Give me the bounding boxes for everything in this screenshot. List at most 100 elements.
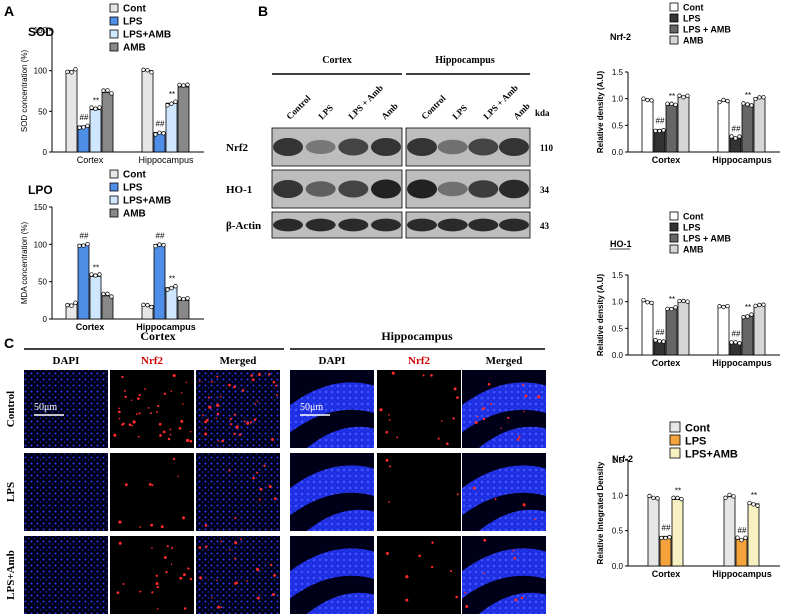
micro-nrf2-signal	[204, 428, 207, 430]
micro-nrf2-signal	[483, 538, 487, 542]
nrf2wb-bar	[741, 103, 754, 153]
nrf2if-y-tick-label: 0.5	[612, 527, 624, 536]
micro-image	[110, 370, 194, 448]
nrf2wb-data-point	[741, 101, 746, 106]
micro-nrf2-signal	[494, 498, 497, 501]
nrf2if-data-point	[723, 495, 728, 500]
micro-dapi-band	[478, 509, 546, 531]
wb-lane-label: Control	[284, 93, 313, 122]
sod-data-point	[89, 105, 94, 110]
micro-nrf2-signal	[138, 412, 141, 415]
micro-nrf2-signal	[385, 458, 389, 462]
wb-band	[371, 179, 401, 199]
ho1wb-data-point	[681, 298, 686, 304]
sod-data-point	[169, 101, 174, 106]
micro-column-label: Nrf2	[408, 355, 430, 367]
micro-image	[196, 370, 280, 448]
nrf2if-legend-label: LPS	[685, 436, 706, 448]
nrf2if-title: Nrf-2	[612, 454, 633, 464]
micro-nrf2-signal	[156, 608, 159, 610]
micro-nrf2-signal	[516, 438, 520, 441]
lpo-data-point	[149, 304, 154, 310]
micro-image	[377, 370, 461, 448]
lpo-significance: **	[93, 263, 99, 272]
lpo-y-tick-label: 0	[43, 315, 48, 324]
nrf2if-y-label: Relative Integrated Density	[596, 461, 605, 564]
nrf2if-bar	[747, 503, 760, 567]
ho1wb-legend-label: LPS	[683, 223, 701, 233]
sod-data-point	[161, 131, 166, 136]
wb-band	[338, 218, 369, 232]
micro-nrf2-signal	[256, 471, 259, 474]
lpo-data-point	[85, 241, 90, 247]
micro-nrf2-signal	[205, 418, 209, 422]
ho1wb-significance: ##	[732, 330, 741, 339]
lpo-legend-label: LPS	[123, 183, 143, 194]
ho1wb-bar	[753, 304, 766, 356]
micro-nrf2-signal	[181, 392, 183, 394]
micro-nrf2-signal	[156, 585, 159, 589]
micro-nrf2-signal	[189, 430, 192, 433]
micro-image	[24, 536, 108, 614]
micro-nrf2-signal	[522, 503, 526, 507]
ho1wb-bar	[665, 307, 678, 356]
lpo-data-point	[65, 303, 70, 308]
wb-lane-label: LPS	[316, 103, 335, 122]
ho1wb-data-point	[645, 300, 650, 305]
lpo-data-point	[81, 243, 86, 248]
sod-data-point	[73, 67, 78, 72]
lpo-chart: LPO 0 50 100 150 MDA concentration (%) Cortex H…	[20, 170, 204, 332]
micro-nrf2-signal	[233, 413, 236, 416]
nrf2if-y-tick-label: 1.0	[612, 491, 624, 500]
sod-significance: **	[169, 90, 175, 99]
micro-nrf2-signal	[211, 597, 213, 599]
micro-nrf2-signal	[388, 419, 391, 421]
micro-nrf2-signal	[246, 580, 248, 582]
micro-image	[290, 370, 374, 448]
micro-nrf2-signal	[388, 501, 390, 503]
nrf2if-legend-label: Cont	[685, 423, 710, 435]
micro-nrf2-signal	[178, 426, 182, 430]
micro-nrf2-signal	[464, 591, 467, 594]
micro-nrf2-signal	[465, 605, 469, 608]
nrf2wb-data-point	[721, 97, 726, 103]
micro-nrf2-signal	[234, 557, 237, 560]
ho1wb-data-point	[733, 340, 738, 345]
ho1wb-data-point	[673, 305, 678, 310]
wb-row-label: HO-1	[226, 184, 252, 196]
lpo-legend-swatch	[109, 208, 119, 218]
micro-nrf2-signal	[165, 571, 168, 574]
sod-legend-swatch	[109, 3, 119, 13]
micro-nrf2-signal	[204, 524, 208, 527]
micro-nrf2-signal	[273, 497, 277, 501]
micro-nrf2-signal	[431, 541, 434, 544]
nrf2if-y-tick-label: 1.5	[612, 456, 624, 465]
micro-dapi-band	[306, 509, 374, 531]
micro-nrf2-signal	[130, 399, 133, 401]
nrf2wb-y-tick-label: 1.0	[612, 95, 624, 104]
nrf2if-data-point	[651, 495, 656, 501]
micro-group-cortex: Cortex	[140, 329, 175, 343]
sod-significance: **	[93, 97, 99, 106]
micro-nrf2-signal	[229, 423, 232, 426]
ho1wb-significance: ##	[656, 328, 665, 337]
nrf2if-legend-swatch	[669, 421, 681, 433]
micro-nrf2-signal	[208, 405, 212, 409]
lpo-bar	[177, 299, 190, 320]
sod-data-point	[65, 69, 70, 75]
micro-nrf2-signal	[215, 417, 218, 420]
sod-title: SOD	[28, 25, 54, 39]
micro-nrf2-signal	[202, 414, 204, 416]
nrf2if-data-point	[655, 496, 660, 501]
micro-dapi-band	[306, 426, 374, 448]
lpo-significance: ##	[80, 231, 89, 240]
lpo-data-point	[69, 303, 74, 308]
wb-band	[338, 180, 369, 198]
ho1wb-data-point	[685, 299, 690, 304]
lpo-data-point	[153, 243, 158, 249]
micro-nrf2-signal	[128, 423, 132, 427]
micro-nrf2-signal	[238, 433, 242, 436]
nrf2wb-legend-swatch	[669, 35, 679, 45]
micro-nrf2-signal	[138, 393, 141, 397]
lpo-bar	[153, 243, 166, 320]
